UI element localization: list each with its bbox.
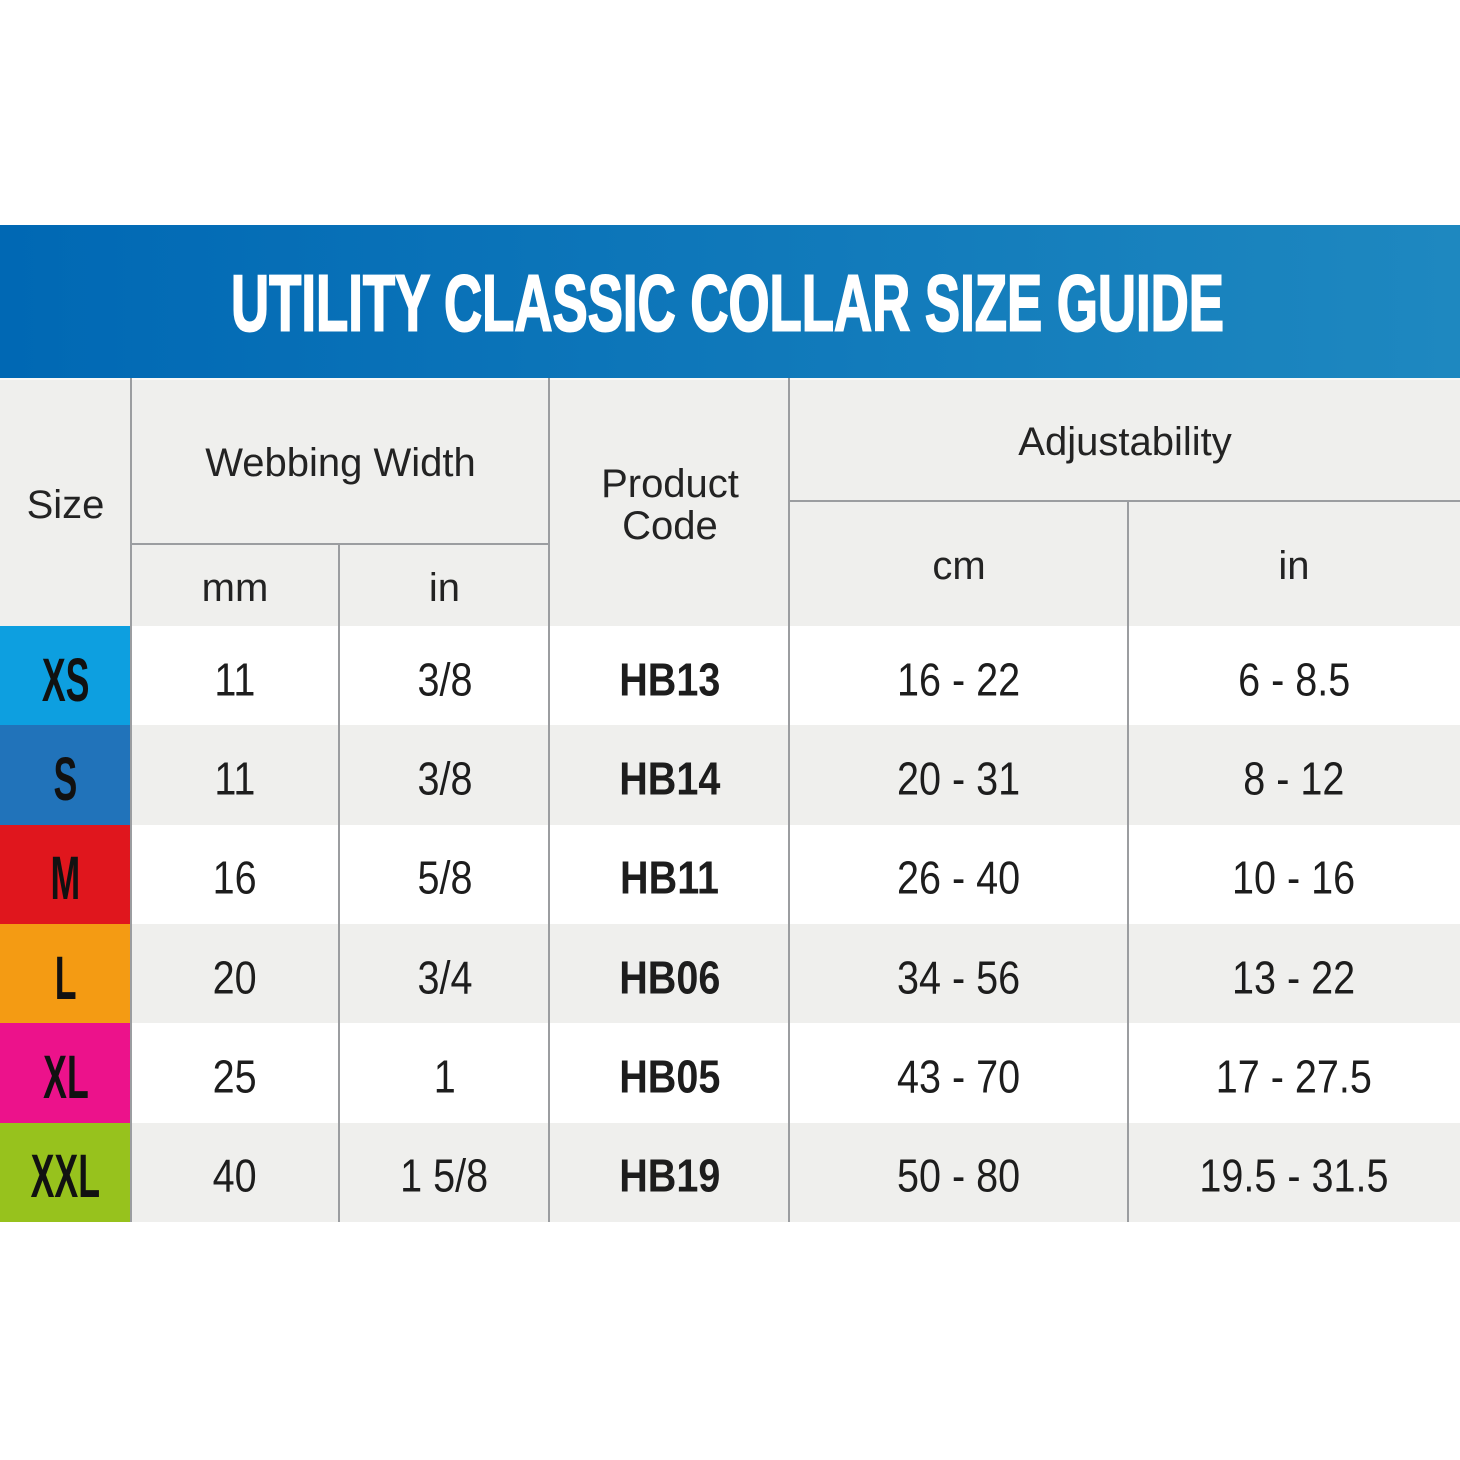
svg-text:UTILITY CLASSIC COLLAR SIZE GU: UTILITY CLASSIC COLLAR SIZE GUIDE: [231, 259, 1224, 348]
